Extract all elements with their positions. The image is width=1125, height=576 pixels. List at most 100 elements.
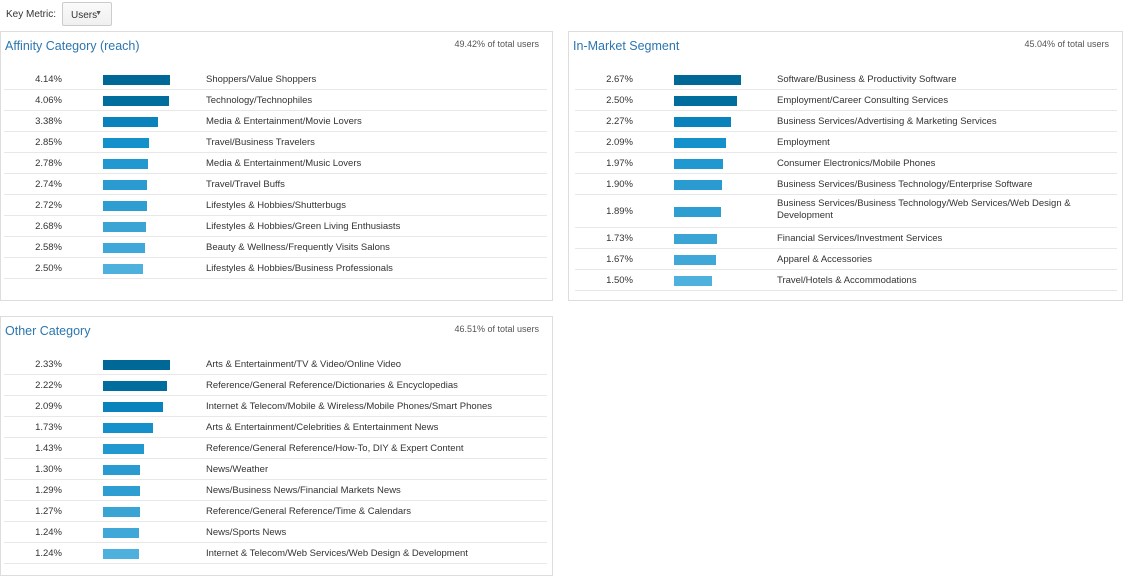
panel-rows: 2.67% Software/Business & Productivity So… [575, 69, 1117, 291]
table-row: 2.85% Travel/Business Travelers [4, 132, 547, 153]
table-row: 2.22% Reference/General Reference/Diction… [4, 375, 547, 396]
row-label: Software/Business & Productivity Softwar… [777, 74, 957, 85]
panel-title: Other Category [5, 324, 91, 338]
row-bar [674, 117, 731, 127]
row-bar [103, 75, 170, 85]
row-label: Lifestyles & Hobbies/Green Living Enthus… [206, 221, 401, 232]
row-bar [674, 276, 712, 286]
row-label: News/Weather [206, 464, 269, 475]
table-row: 2.09% Employment [575, 132, 1117, 153]
row-percent: 1.43% [35, 443, 62, 454]
row-label: Beauty & Wellness/Frequently Visits Salo… [206, 242, 390, 253]
row-bar [674, 75, 741, 85]
row-label: Business Services/Business Technology/We… [777, 198, 1071, 221]
row-bar [103, 360, 170, 370]
row-percent: 4.06% [35, 95, 62, 106]
row-percent: 2.33% [35, 359, 62, 370]
row-percent: 1.73% [35, 422, 62, 433]
row-label: Shoppers/Value Shoppers [206, 74, 317, 85]
table-row: 1.50% Travel/Hotels & Accommodations [575, 270, 1117, 291]
row-bar [674, 234, 718, 244]
row-percent: 2.09% [606, 137, 633, 148]
row-bar [103, 180, 148, 190]
affinity-category-panel: Affinity Category (reach) 49.42% of tota… [0, 31, 553, 301]
row-label: Financial Services/Investment Services [777, 233, 943, 244]
row-percent: 2.68% [35, 221, 62, 232]
row-percent: 1.89% [606, 206, 633, 217]
row-percent: 2.72% [35, 200, 62, 211]
table-row: 1.89% Business Services/Business Technolo… [575, 195, 1117, 228]
row-label: Lifestyles & Hobbies/Shutterbugs [206, 200, 346, 211]
table-row: 2.27% Business Services/Advertising & Mar… [575, 111, 1117, 132]
row-bar [103, 486, 141, 496]
row-label: Employment/Career Consulting Services [777, 95, 949, 106]
row-bar [103, 222, 147, 232]
table-row: 2.68% Lifestyles & Hobbies/Green Living E… [4, 216, 547, 237]
row-bar [674, 138, 727, 148]
key-metric-label: Key Metric: [6, 9, 57, 20]
row-bar [103, 549, 139, 559]
row-percent: 1.24% [35, 527, 62, 538]
row-percent: 1.30% [35, 464, 62, 475]
table-row: 2.78% Media & Entertainment/Music Lovers [4, 153, 547, 174]
table-row: 1.67% Apparel & Accessories [575, 249, 1117, 270]
table-row: 1.30% News/Weather [4, 459, 547, 480]
table-row: 4.06% Technology/Technophiles [4, 90, 547, 111]
table-row: 2.72% Lifestyles & Hobbies/Shutterbugs [4, 195, 547, 216]
table-row: 2.67% Software/Business & Productivity So… [575, 69, 1117, 90]
row-percent: 2.50% [606, 95, 633, 106]
other-category-panel: Other Category 46.51% of total users 2.3… [0, 316, 553, 576]
key-metric-dropdown[interactable]: Users ▼ [62, 2, 112, 26]
row-label: Reference/General Reference/Dictionaries… [206, 380, 458, 391]
row-label: Apparel & Accessories [777, 254, 873, 265]
row-bar [674, 255, 716, 265]
table-row: 1.73% Arts & Entertainment/Celebrities & … [4, 417, 547, 438]
table-row: 1.90% Business Services/Business Technolo… [575, 174, 1117, 195]
table-row: 1.29% News/Business News/Financial Market… [4, 480, 547, 501]
panel-title: Affinity Category (reach) [5, 39, 140, 53]
row-label: Reference/General Reference/Time & Calen… [206, 506, 412, 517]
row-bar [103, 96, 169, 106]
row-label: Technology/Technophiles [206, 95, 313, 106]
row-label: Consumer Electronics/Mobile Phones [777, 158, 936, 169]
key-metric-value: Users [71, 10, 98, 21]
row-percent: 1.67% [606, 254, 633, 265]
row-bar [103, 381, 167, 391]
row-percent: 2.67% [606, 74, 633, 85]
row-bar [103, 423, 153, 433]
row-label: Business Services/Advertising & Marketin… [777, 116, 997, 127]
row-label: Employment [777, 137, 830, 148]
panel-rows: 4.14% Shoppers/Value Shoppers 4.06% Technol… [4, 69, 547, 279]
table-row: 1.27% Reference/General Reference/Time & … [4, 501, 547, 522]
row-bar [103, 243, 145, 253]
row-percent: 2.50% [35, 263, 62, 274]
row-label: Lifestyles & Hobbies/Business Profession… [206, 263, 393, 274]
row-percent: 2.58% [35, 242, 62, 253]
row-percent: 3.38% [35, 116, 62, 127]
row-percent: 2.22% [35, 380, 62, 391]
row-label: Travel/Business Travelers [206, 137, 315, 148]
row-label: Arts & Entertainment/Celebrities & Enter… [206, 422, 439, 433]
row-percent: 2.85% [35, 137, 62, 148]
row-bar [103, 264, 144, 274]
table-row: 2.50% Employment/Career Consulting Servic… [575, 90, 1117, 111]
row-bar [674, 159, 724, 169]
row-label: Media & Entertainment/Music Lovers [206, 158, 362, 169]
row-bar [674, 180, 722, 190]
in-market-segment-panel: In-Market Segment 45.04% of total users … [568, 31, 1123, 301]
table-row: 1.24% Internet & Telecom/Web Services/Web… [4, 543, 547, 564]
panel-total: 46.51% of total users [454, 324, 539, 334]
row-label: Media & Entertainment/Movie Lovers [206, 116, 362, 127]
table-row: 2.09% Internet & Telecom/Mobile & Wireles… [4, 396, 547, 417]
row-bar [103, 117, 158, 127]
row-percent: 2.78% [35, 158, 62, 169]
row-bar [103, 402, 164, 412]
row-percent: 1.29% [35, 485, 62, 496]
table-row: 2.33% Arts & Entertainment/TV & Video/Onl… [4, 354, 547, 375]
row-label: Internet & Telecom/Mobile & Wireless/Mob… [206, 401, 493, 412]
row-bar [103, 465, 141, 475]
row-bar [103, 444, 145, 454]
panel-total: 45.04% of total users [1024, 39, 1109, 49]
chevron-down-icon: ▼ [95, 10, 102, 17]
row-bar [674, 207, 722, 217]
